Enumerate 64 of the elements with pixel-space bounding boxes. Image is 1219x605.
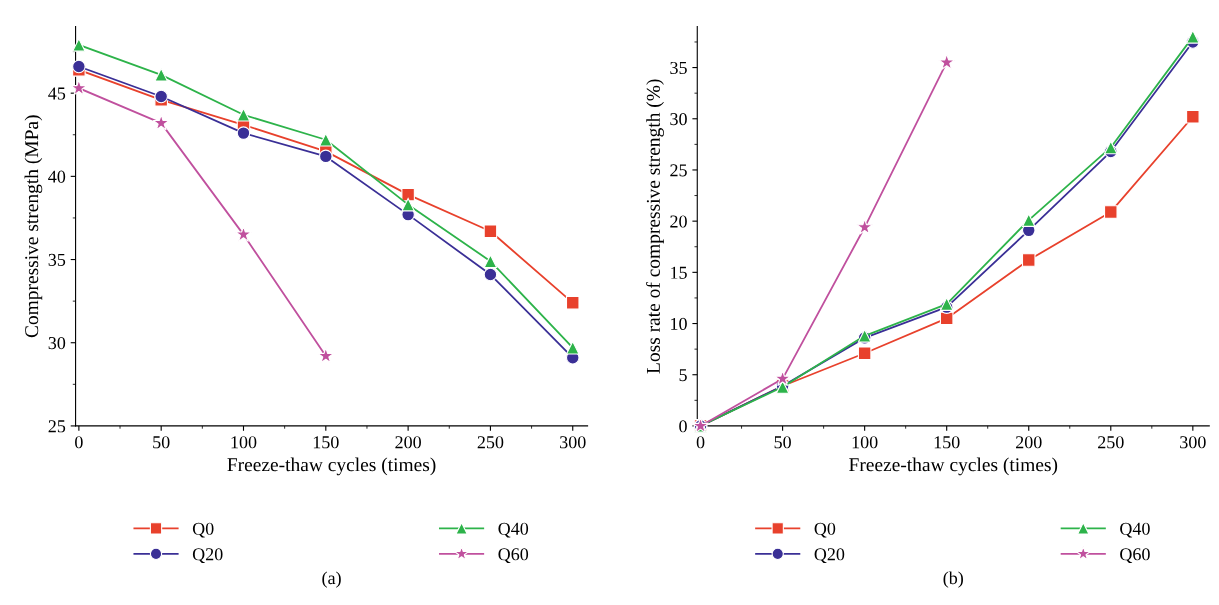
y-tick-label: 25: [670, 164, 687, 177]
x-tick-label: 100: [852, 436, 878, 449]
point: [401, 187, 415, 202]
y-tick-label: 25: [48, 420, 66, 433]
legend-label: Q60: [1120, 548, 1150, 564]
point: [1186, 109, 1200, 124]
x-tick-label: 150: [313, 436, 339, 449]
point: [938, 53, 956, 70]
legend-label: Q20: [192, 548, 223, 564]
y-tick-label: 10: [671, 317, 687, 330]
point: [1021, 253, 1036, 267]
x-tick-label: 250: [477, 436, 504, 449]
y-tick-label: 0: [679, 420, 687, 433]
x-axis-title: Freeze-thaw cycles (times): [227, 457, 436, 476]
y-axis-title: Compressive strength (MPa): [24, 115, 43, 338]
legend-label: Q0: [192, 522, 214, 538]
y-tick-label: 20: [670, 215, 687, 228]
point: [565, 340, 580, 355]
point: [565, 295, 580, 310]
x-tick-label: 200: [1015, 436, 1042, 449]
point: [1103, 205, 1118, 219]
point: [857, 346, 872, 361]
x-tick-label: 300: [1180, 436, 1206, 449]
x-tick-label: 250: [1098, 436, 1124, 449]
y-tick-label: 45: [48, 87, 66, 100]
legend-label: Q40: [498, 522, 529, 538]
point: [319, 132, 333, 147]
text: (a): [322, 571, 341, 588]
point: [1186, 30, 1200, 44]
y-tick-label: 40: [48, 170, 66, 183]
point: [154, 68, 168, 82]
point: [72, 38, 86, 52]
point: [483, 254, 498, 269]
y-tick-label: 15: [671, 266, 687, 279]
x-tick-label: 0: [75, 436, 83, 449]
legend-label: Q40: [1120, 522, 1150, 538]
legend-label: Q20: [814, 548, 845, 564]
point: [236, 107, 251, 122]
point: [483, 224, 498, 239]
legend-label: Q60: [498, 548, 529, 564]
point: [401, 197, 415, 212]
y-axis-title: Loss rate of compressive strength (%): [646, 79, 664, 374]
y-tick-label: 35: [670, 61, 687, 75]
point: [72, 59, 86, 74]
point: [236, 126, 251, 140]
point: [483, 267, 498, 282]
point: [1103, 140, 1118, 155]
point: [319, 149, 333, 164]
x-tick-label: 100: [231, 436, 257, 449]
point: [154, 89, 168, 104]
x-tick-label: 50: [153, 436, 170, 449]
x-tick-label: 50: [774, 436, 791, 449]
text: (b): [943, 571, 963, 588]
x-tick-label: 200: [395, 436, 421, 449]
y-tick-label: 35: [48, 253, 66, 266]
point: [1021, 213, 1036, 227]
x-tick-label: 0: [696, 436, 705, 449]
x-tick-label: 150: [934, 436, 960, 449]
y-tick-label: 30: [48, 336, 66, 350]
x-axis-title: Freeze-thaw cycles (times): [849, 457, 1058, 476]
y-tick-label: 5: [679, 369, 687, 382]
legend-label: Q0: [814, 522, 836, 538]
x-tick-label: 300: [560, 436, 586, 449]
y-tick-label: 30: [670, 113, 687, 126]
